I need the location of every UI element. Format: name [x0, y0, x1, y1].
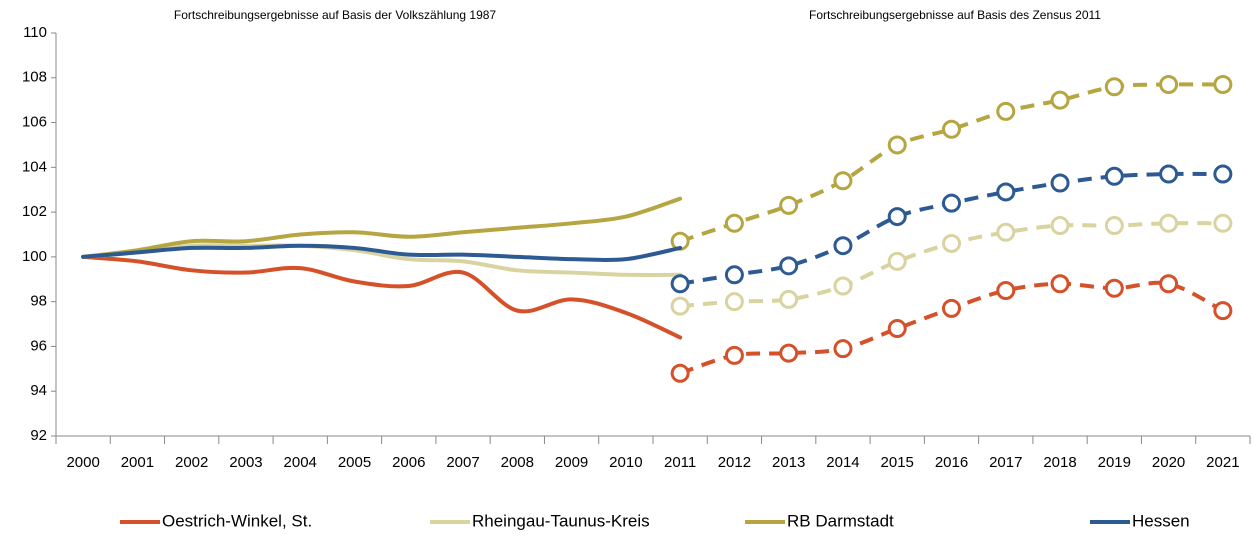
marker: [996, 101, 1016, 121]
line: [81, 254, 683, 340]
marker: [724, 292, 744, 312]
x-tick-label: 2017: [989, 454, 1022, 471]
y-tick-label: 106: [22, 114, 47, 131]
marker: [887, 251, 907, 271]
x-tick-label: 2021: [1206, 454, 1239, 471]
marker: [1213, 301, 1233, 321]
y-tick-label: 108: [22, 69, 47, 86]
x-tick-label: 2009: [555, 454, 588, 471]
y-tick-label: 94: [30, 382, 47, 399]
marker: [1213, 213, 1233, 233]
line: [81, 243, 683, 277]
y-tick-label: 104: [22, 158, 47, 175]
marker: [942, 119, 961, 139]
y-tick-label: 100: [22, 248, 47, 265]
marker: [779, 195, 799, 215]
marker: [996, 222, 1016, 242]
x-tick-label: 2014: [826, 454, 859, 471]
marker: [670, 296, 690, 316]
x-tick-label: 2007: [446, 454, 479, 471]
marker: [1050, 173, 1070, 193]
marker: [779, 343, 799, 363]
marker: [1050, 216, 1070, 236]
x-tick-label: 2019: [1098, 454, 1131, 471]
marker: [942, 233, 961, 253]
marker: [1104, 278, 1124, 298]
x-tick-label: 2011: [664, 454, 696, 471]
marker: [1213, 164, 1233, 184]
legend-label: Hessen: [1132, 511, 1190, 530]
marker: [1159, 74, 1179, 94]
marker: [833, 276, 853, 296]
marker: [1159, 274, 1179, 294]
x-tick-label: 2000: [66, 454, 99, 471]
marker: [1104, 166, 1124, 186]
marker: [724, 213, 744, 233]
x-tick-label: 2012: [718, 454, 751, 471]
legend-label: Oestrich-Winkel, St.: [162, 511, 312, 530]
x-tick-label: 2003: [229, 454, 262, 471]
annotation: Fortschreibungsergebnisse auf Basis des …: [809, 8, 1101, 22]
marker: [833, 339, 853, 359]
marker: [1159, 213, 1179, 233]
marker: [1213, 74, 1233, 94]
marker: [779, 256, 799, 276]
marker: [942, 193, 961, 213]
x-tick-label: 2001: [121, 454, 154, 471]
legend-label: RB Darmstadt: [787, 511, 894, 530]
dashed-line: [679, 82, 1223, 244]
marker: [887, 135, 907, 155]
marker: [1159, 164, 1179, 184]
x-tick-label: 2005: [338, 454, 371, 471]
line: [81, 243, 683, 263]
marker: [724, 345, 744, 365]
x-tick-label: 2008: [501, 454, 534, 471]
legend-label: Rheingau-Taunus-Kreis: [472, 511, 650, 530]
x-tick-label: 2018: [1043, 454, 1076, 471]
y-tick-label: 98: [30, 293, 47, 310]
marker: [833, 236, 853, 256]
x-tick-label: 2004: [284, 454, 317, 471]
y-tick-label: 92: [30, 427, 47, 444]
marker: [1050, 274, 1070, 294]
x-tick-label: 2010: [609, 454, 642, 471]
marker: [887, 319, 907, 339]
marker: [942, 298, 961, 318]
marker: [724, 265, 744, 285]
annotation: Fortschreibungsergebnisse auf Basis der …: [174, 8, 497, 22]
marker: [887, 207, 907, 227]
dashed-line: [679, 171, 1223, 286]
marker: [779, 289, 799, 309]
y-tick-label: 96: [30, 337, 47, 354]
x-tick-label: 2006: [392, 454, 425, 471]
y-tick-label: 110: [23, 24, 47, 41]
line: [81, 196, 683, 259]
marker: [996, 280, 1016, 300]
marker: [1104, 77, 1124, 97]
marker: [670, 274, 690, 294]
x-tick-label: 2015: [881, 454, 914, 471]
x-tick-label: 2016: [935, 454, 968, 471]
y-tick-label: 102: [22, 203, 47, 220]
marker: [1104, 216, 1124, 236]
x-tick-label: 2020: [1152, 454, 1185, 471]
marker: [833, 171, 853, 191]
dashed-line: [679, 280, 1224, 376]
marker: [996, 182, 1016, 202]
marker: [1050, 90, 1070, 110]
x-tick-label: 2002: [175, 454, 208, 471]
x-tick-label: 2013: [772, 454, 805, 471]
marker: [670, 363, 690, 383]
